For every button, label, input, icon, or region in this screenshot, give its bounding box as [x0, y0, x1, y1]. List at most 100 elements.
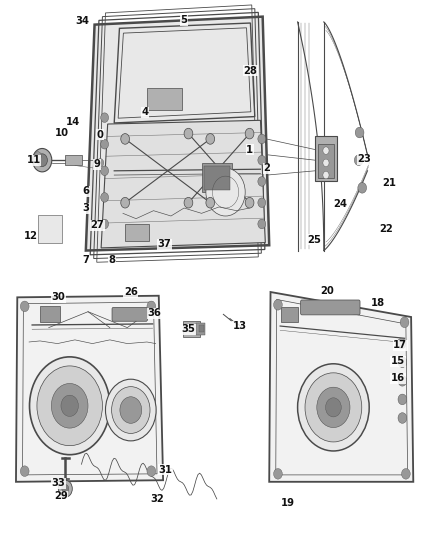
Circle shape	[398, 375, 407, 386]
Circle shape	[397, 338, 406, 349]
Text: 12: 12	[23, 231, 37, 241]
Circle shape	[147, 301, 155, 312]
Text: 25: 25	[307, 235, 321, 245]
Circle shape	[206, 168, 245, 216]
Circle shape	[106, 379, 156, 441]
Text: 33: 33	[51, 479, 65, 488]
Circle shape	[323, 159, 329, 166]
Circle shape	[206, 134, 215, 144]
Text: 23: 23	[357, 154, 371, 164]
Circle shape	[355, 127, 364, 138]
Text: 28: 28	[244, 66, 258, 76]
Polygon shape	[16, 296, 163, 482]
Text: 9: 9	[93, 159, 100, 169]
Bar	[281, 308, 298, 322]
Circle shape	[120, 397, 142, 423]
Circle shape	[325, 398, 341, 417]
Circle shape	[400, 317, 409, 328]
Text: 13: 13	[233, 321, 247, 331]
Circle shape	[297, 364, 369, 451]
Text: 17: 17	[393, 340, 407, 350]
Text: 18: 18	[371, 297, 385, 308]
Text: 30: 30	[51, 292, 65, 302]
Circle shape	[58, 480, 72, 497]
Text: 35: 35	[181, 324, 195, 334]
Circle shape	[121, 197, 130, 208]
Circle shape	[258, 198, 266, 207]
Text: 36: 36	[148, 308, 161, 318]
Circle shape	[101, 192, 109, 202]
Bar	[315, 136, 337, 181]
Polygon shape	[86, 17, 269, 251]
Polygon shape	[101, 120, 265, 248]
Text: 26: 26	[124, 287, 138, 297]
Text: 32: 32	[150, 494, 164, 504]
Text: 19: 19	[281, 498, 295, 508]
Circle shape	[323, 147, 329, 155]
Text: 5: 5	[180, 15, 187, 26]
Circle shape	[305, 373, 362, 442]
Circle shape	[206, 197, 215, 208]
FancyBboxPatch shape	[300, 300, 360, 315]
FancyBboxPatch shape	[112, 308, 148, 321]
Circle shape	[398, 394, 407, 405]
Text: 8: 8	[109, 255, 116, 265]
Circle shape	[358, 182, 367, 193]
Text: 3: 3	[82, 203, 89, 213]
Circle shape	[402, 469, 410, 479]
Circle shape	[274, 469, 283, 479]
Circle shape	[184, 128, 193, 139]
Text: 29: 29	[54, 491, 68, 501]
Circle shape	[37, 154, 47, 166]
Circle shape	[20, 301, 29, 312]
Circle shape	[101, 140, 109, 149]
Circle shape	[32, 149, 52, 172]
Circle shape	[101, 113, 109, 123]
Bar	[199, 325, 204, 333]
Text: 10: 10	[55, 127, 69, 138]
Circle shape	[245, 197, 254, 208]
Circle shape	[20, 466, 29, 477]
Bar	[196, 323, 205, 335]
Circle shape	[317, 387, 350, 427]
Circle shape	[97, 159, 104, 167]
Circle shape	[51, 383, 88, 428]
Circle shape	[258, 134, 266, 144]
Bar	[201, 163, 232, 192]
Text: 0: 0	[97, 130, 104, 140]
Polygon shape	[269, 292, 413, 482]
Bar	[65, 155, 82, 165]
Text: 15: 15	[391, 356, 405, 366]
Circle shape	[62, 484, 69, 493]
Circle shape	[37, 366, 102, 446]
Circle shape	[112, 386, 150, 433]
Circle shape	[184, 197, 193, 208]
Bar	[183, 321, 200, 337]
Text: 11: 11	[26, 155, 41, 165]
Circle shape	[147, 466, 155, 477]
Circle shape	[274, 300, 283, 310]
Circle shape	[258, 176, 266, 186]
Text: 22: 22	[379, 224, 392, 235]
Circle shape	[398, 413, 407, 423]
Text: 21: 21	[382, 177, 396, 188]
Circle shape	[258, 156, 266, 165]
Circle shape	[323, 171, 329, 179]
Text: 2: 2	[264, 163, 270, 173]
Circle shape	[34, 152, 41, 160]
Bar	[204, 166, 230, 190]
Text: 6: 6	[82, 186, 89, 196]
Bar	[147, 88, 182, 110]
Text: 4: 4	[141, 107, 148, 117]
Circle shape	[101, 166, 109, 175]
Text: 14: 14	[66, 117, 80, 127]
Bar	[318, 144, 334, 178]
Circle shape	[101, 219, 109, 229]
Text: 7: 7	[82, 255, 89, 265]
Circle shape	[245, 128, 254, 139]
Circle shape	[29, 357, 110, 455]
Circle shape	[61, 395, 78, 416]
Text: 37: 37	[158, 239, 171, 249]
Circle shape	[121, 134, 130, 144]
Text: 31: 31	[159, 465, 173, 474]
